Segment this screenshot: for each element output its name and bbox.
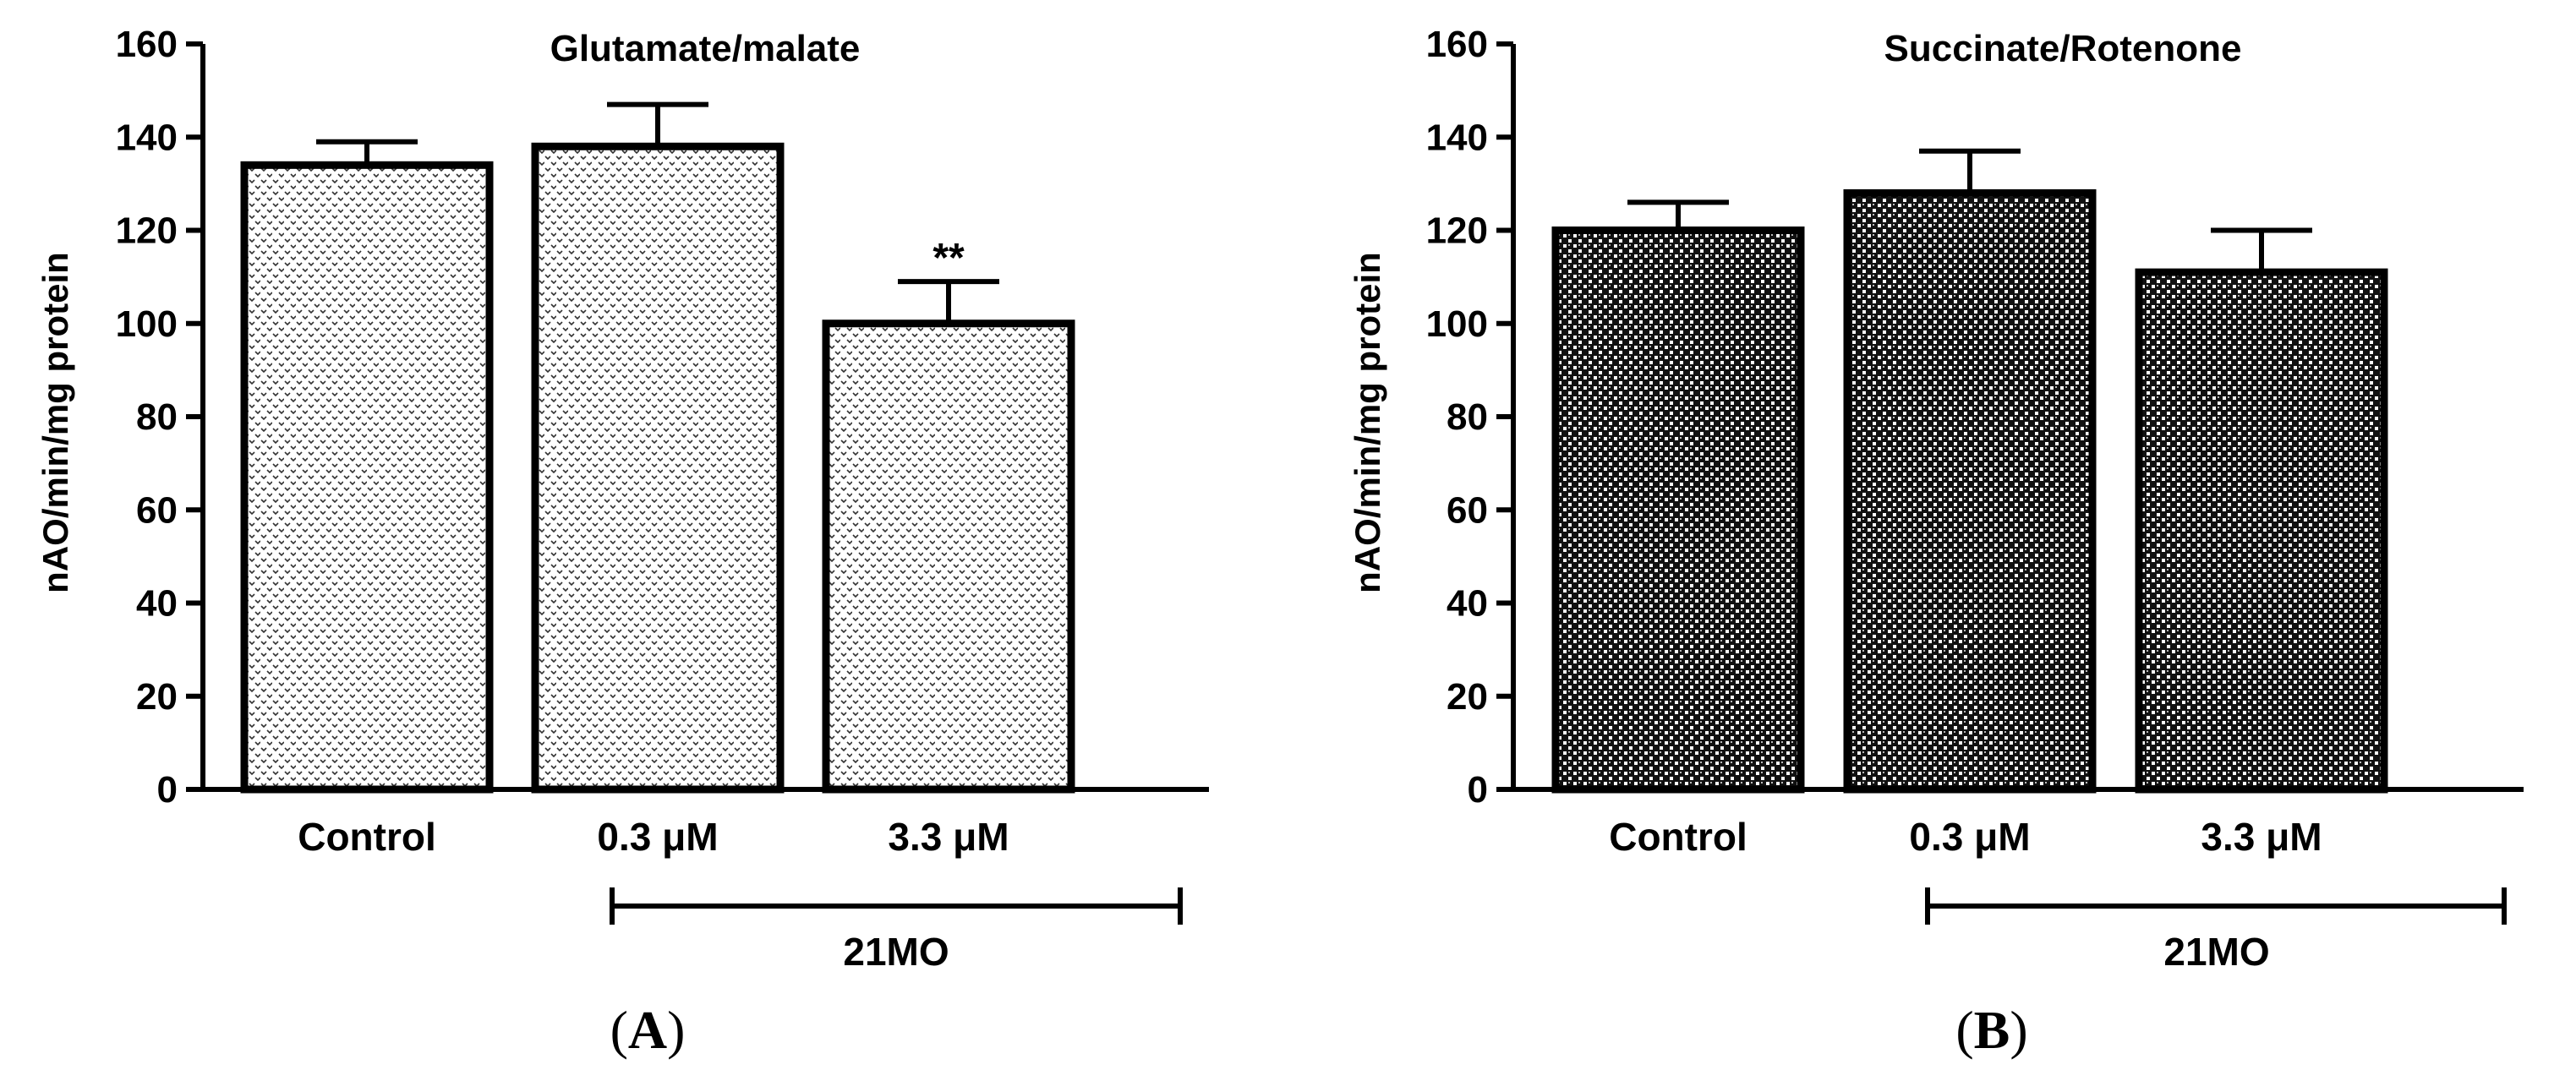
y-tick-label: 60	[136, 489, 178, 531]
y-ticks: 0 20 40 60 80 100 120 140 160	[116, 24, 203, 811]
y-tick-label: 20	[1447, 676, 1488, 718]
bar	[1551, 227, 1805, 794]
y-tick-label: 140	[1426, 117, 1488, 158]
y-ticks: 0 20 40 60 80 100 120 140 160	[1426, 24, 1513, 811]
y-tick-label: 40	[136, 583, 178, 625]
y-tick-label: 120	[116, 210, 178, 252]
y-tick-label: 0	[157, 769, 178, 811]
treatment-group: 21MO	[610, 887, 1183, 974]
x-category-label: Control	[1609, 815, 1747, 859]
bars	[1551, 148, 2388, 794]
chart-title: Succinate/Rotenone	[1884, 28, 2242, 69]
panel-b: Succinate/Rotenone nAO/min/mg protein 0 2…	[1348, 24, 2524, 1060]
x-category-label: 0.3 μM	[1909, 815, 2030, 859]
panel-a: Glutamate/malate nAO/min/mg protein 0 20 4…	[36, 24, 1209, 1060]
panel-letter: (B)	[1955, 1000, 2027, 1060]
treatment-group: 21MO	[1925, 887, 2507, 974]
y-tick-label: 80	[136, 396, 178, 438]
group-label: 21MO	[2163, 930, 2269, 974]
x-categories: Control 0.3 μM 3.3 μM	[298, 815, 1009, 859]
y-tick-label: 80	[1447, 396, 1488, 438]
group-label: 21MO	[843, 930, 949, 974]
y-tick-label: 60	[1447, 489, 1488, 531]
x-category-label: 3.3 μM	[888, 815, 1009, 859]
bar	[1843, 188, 2097, 794]
x-category-label: 0.3 μM	[597, 815, 718, 859]
chart-title: Glutamate/malate	[550, 28, 861, 69]
bar	[240, 161, 494, 794]
y-tick-label: 100	[1426, 303, 1488, 345]
y-tick-label: 140	[116, 117, 178, 158]
y-axis-label: nAO/min/mg protein	[36, 252, 75, 593]
x-categories: Control 0.3 μM 3.3 μM	[1609, 815, 2322, 859]
panel-letter: (A)	[610, 1000, 686, 1060]
bar	[2135, 268, 2388, 794]
y-tick-label: 40	[1447, 583, 1488, 625]
x-category-label: Control	[298, 815, 436, 859]
y-axis-label: nAO/min/mg protein	[1348, 252, 1387, 593]
x-category-label: 3.3 μM	[2201, 815, 2322, 859]
y-tick-label: 160	[116, 24, 178, 65]
bar	[822, 319, 1075, 794]
y-tick-label: 120	[1426, 210, 1488, 252]
y-tick-label: 20	[136, 676, 178, 718]
bar	[531, 142, 785, 794]
y-tick-label: 100	[116, 303, 178, 345]
significance-label: **	[933, 236, 965, 281]
y-tick-label: 0	[1468, 769, 1488, 811]
bars: **	[240, 101, 1075, 794]
y-tick-label: 160	[1426, 24, 1488, 65]
